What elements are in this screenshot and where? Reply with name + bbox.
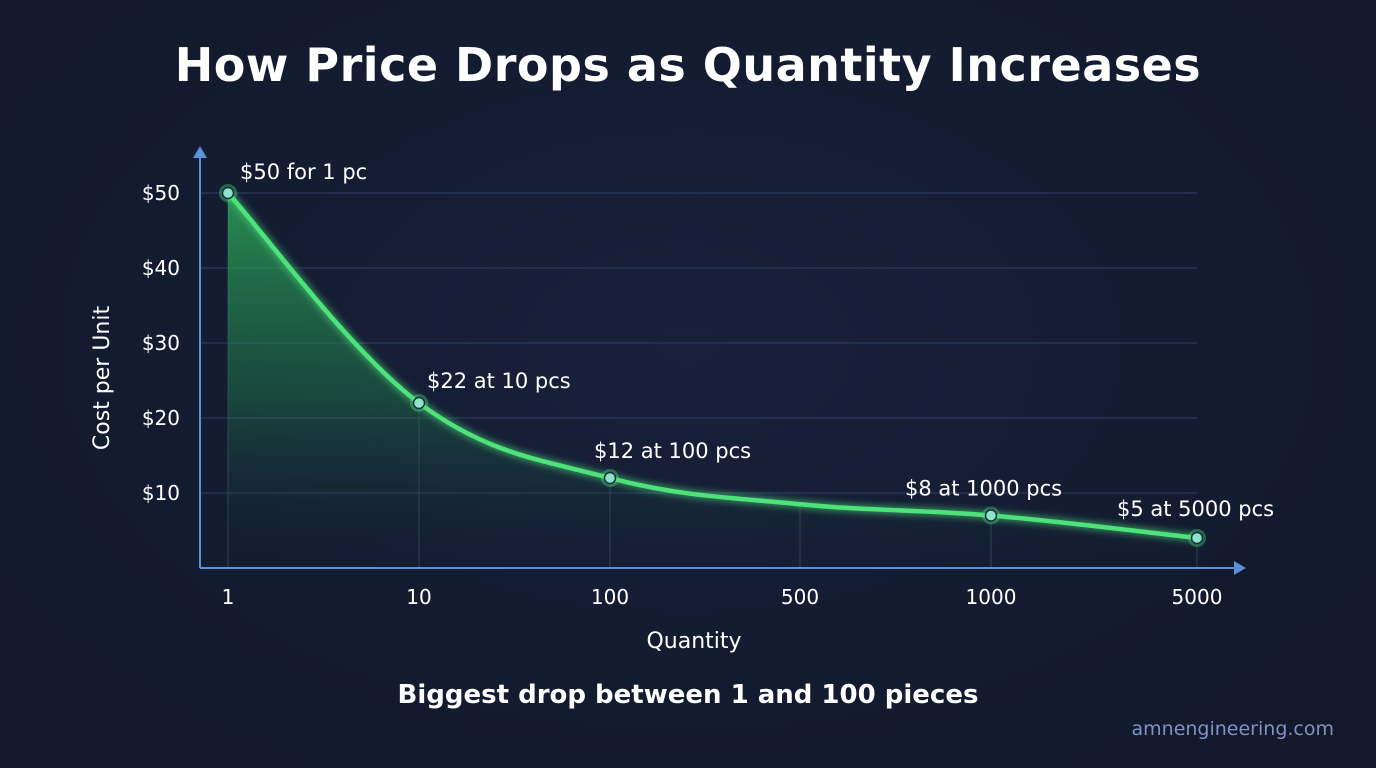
series-line [225, 190, 1200, 541]
data-label-1: $22 at 10 pcs [427, 369, 571, 393]
data-labels: $50 for 1 pc $22 at 10 pcs $12 at 100 pcs $… [240, 160, 1274, 521]
data-label-4: $5 at 5000 pcs [1117, 497, 1274, 521]
area-fill-layer [228, 193, 1197, 568]
marker-point-1 [412, 396, 426, 410]
x-tick-label-3: 500 [781, 585, 819, 609]
y-tick-label-2: $30 [142, 331, 180, 355]
x-tick-label-2: 100 [591, 585, 629, 609]
axes [193, 146, 1246, 575]
marker-point-0 [221, 186, 235, 200]
marker-point-3 [984, 509, 998, 522]
marker-point-4 [1190, 531, 1204, 545]
area-fill [228, 193, 1197, 568]
x-axis-label: Quantity [646, 629, 741, 654]
line-layer [225, 190, 1200, 541]
y-axis-label: Cost per Unit [90, 306, 115, 451]
x-tick-label-0: 1 [222, 585, 235, 609]
data-label-2: $12 at 100 pcs [594, 439, 751, 463]
tick-labels: $10 $20 $30 $40 $50 1 10 100 500 1000 5000 [142, 181, 1223, 609]
y-tick-label-3: $40 [142, 256, 180, 280]
y-tick-label-4: $50 [142, 181, 180, 205]
x-tick-label-5: 5000 [1172, 585, 1223, 609]
y-tick-label-1: $20 [142, 406, 180, 430]
site-credit: amnengineering.com [1131, 718, 1335, 740]
y-axis-arrow [193, 146, 207, 158]
marker-point-2 [603, 471, 617, 485]
data-label-0: $50 for 1 pc [240, 160, 367, 184]
x-axis-arrow [1234, 561, 1246, 575]
y-tick-label-0: $10 [142, 481, 180, 505]
data-label-3: $8 at 1000 pcs [905, 477, 1062, 501]
data-markers [219, 184, 1206, 547]
chart-title: How Price Drops as Quantity Increases [174, 38, 1202, 92]
x-tick-label-1: 10 [406, 585, 431, 609]
x-tick-label-4: 1000 [966, 585, 1017, 609]
chart-caption: Biggest drop between 1 and 100 pieces [397, 680, 979, 710]
